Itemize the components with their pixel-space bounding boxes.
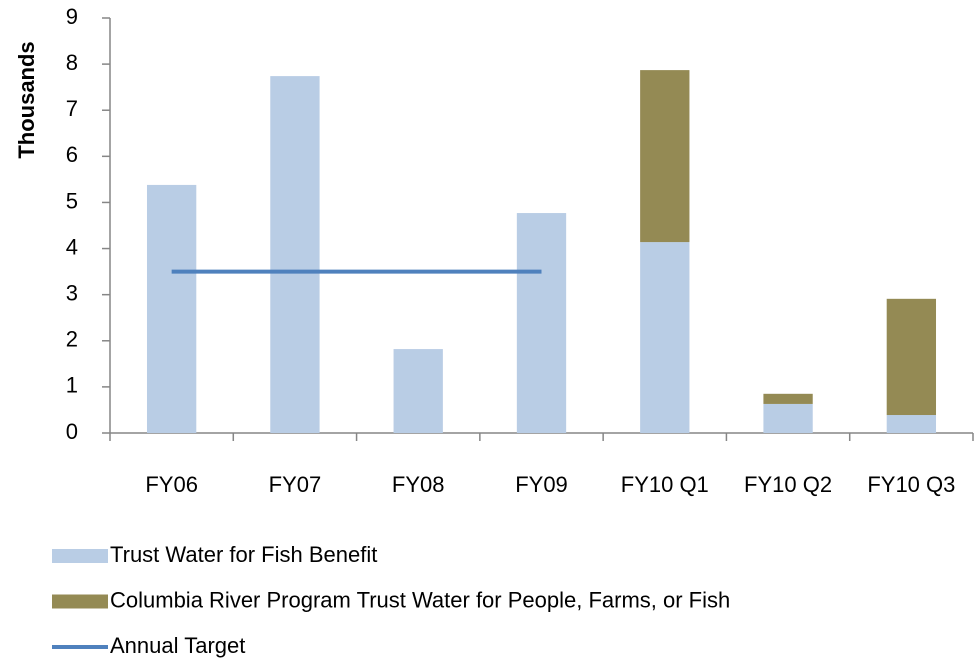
bar [393,349,443,433]
legend-label: Trust Water for Fish Benefit [110,542,377,567]
x-tick-label: FY10 Q2 [744,472,832,497]
bar [516,213,567,433]
bar [886,415,937,433]
y-tick-label: 0 [66,419,78,444]
y-tick-label: 8 [66,50,78,75]
legend-label: Columbia River Program Trust Water for P… [110,587,730,612]
bar [640,70,690,243]
bar [763,393,813,404]
bar [640,242,690,433]
x-tick-label: FY06 [145,472,198,497]
bar [886,298,937,416]
x-tick-label: FY08 [392,472,445,497]
y-tick-label: 9 [66,4,78,29]
y-tick-label: 5 [66,188,78,213]
legend-swatch [52,549,108,563]
y-tick-label: 1 [66,373,78,398]
x-tick-label: FY10 Q3 [867,472,955,497]
bar [270,76,320,433]
y-tick-label: 6 [66,142,78,167]
legend-label: Annual Target [110,633,245,658]
y-tick-label: 7 [66,96,78,121]
x-tick-label: FY07 [269,472,322,497]
legend-swatch [52,594,108,609]
x-tick-label: FY09 [515,472,568,497]
y-tick-label: 2 [66,327,78,352]
x-tick-label: FY10 Q1 [621,472,709,497]
bar [763,403,813,433]
y-axis-label: Thousands [14,41,39,158]
bar [146,184,197,433]
y-tick-label: 4 [66,234,78,259]
y-tick-label: 3 [66,280,78,305]
